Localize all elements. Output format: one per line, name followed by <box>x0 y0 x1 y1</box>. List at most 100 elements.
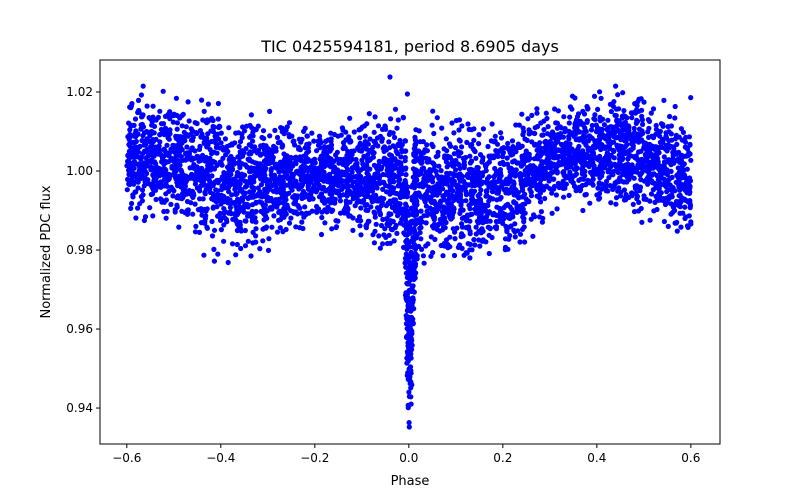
data-point <box>214 131 221 137</box>
data-point <box>356 214 363 220</box>
data-point <box>610 126 616 132</box>
data-point <box>599 173 605 179</box>
data-point <box>529 165 535 171</box>
data-point <box>201 108 207 114</box>
data-point <box>467 153 473 159</box>
data-point <box>612 112 618 118</box>
data-point <box>664 171 671 178</box>
data-point <box>631 175 637 181</box>
data-point <box>153 196 159 203</box>
data-point <box>665 223 671 229</box>
data-point <box>309 208 315 214</box>
data-point <box>585 106 591 112</box>
data-point <box>423 220 429 226</box>
data-point <box>575 128 581 134</box>
data-point <box>202 220 208 226</box>
data-point <box>347 199 353 205</box>
data-point <box>591 93 598 99</box>
data-point <box>213 140 219 146</box>
data-point <box>579 121 586 127</box>
data-point <box>252 209 258 215</box>
data-point <box>258 143 264 149</box>
data-point <box>619 122 626 128</box>
data-point <box>395 159 401 165</box>
data-point <box>629 115 635 121</box>
data-point <box>386 222 392 229</box>
data-point <box>652 157 658 163</box>
data-point <box>190 194 196 200</box>
data-point <box>174 126 180 132</box>
data-point <box>469 198 475 204</box>
data-point <box>186 118 192 124</box>
data-point <box>441 224 447 230</box>
data-point <box>235 154 241 160</box>
data-point <box>332 200 338 206</box>
data-point <box>234 227 240 234</box>
data-point <box>491 210 497 217</box>
data-point <box>371 129 377 135</box>
data-point <box>677 204 683 210</box>
data-point <box>333 224 340 230</box>
data-point <box>242 178 248 184</box>
data-point <box>217 159 223 165</box>
data-point <box>174 150 180 156</box>
data-point <box>218 196 224 203</box>
data-point <box>370 144 376 150</box>
data-point <box>173 133 179 139</box>
data-point <box>259 134 265 141</box>
data-point <box>237 139 244 145</box>
data-point <box>328 130 334 136</box>
data-point <box>363 223 369 229</box>
data-point <box>156 166 163 172</box>
data-point <box>269 166 275 172</box>
data-point <box>443 136 449 142</box>
data-point <box>486 232 492 238</box>
data-point <box>190 190 197 197</box>
data-point <box>522 201 528 207</box>
data-point <box>635 208 642 214</box>
data-point <box>439 174 445 180</box>
data-point <box>656 184 662 190</box>
data-point <box>476 132 482 138</box>
data-point <box>245 156 251 162</box>
data-point <box>157 132 163 138</box>
data-point <box>241 203 247 209</box>
data-point <box>376 206 382 212</box>
data-point <box>200 196 206 202</box>
data-point <box>590 176 596 182</box>
data-point <box>321 171 327 177</box>
data-point <box>479 159 485 165</box>
data-point <box>486 174 492 180</box>
data-point <box>226 166 232 172</box>
data-point <box>540 132 546 138</box>
data-point <box>478 199 484 205</box>
data-point <box>328 136 334 142</box>
data-point <box>313 189 319 195</box>
data-point <box>671 160 677 166</box>
data-point <box>239 197 246 203</box>
x-axis-label: Phase <box>391 474 430 489</box>
data-point <box>140 83 146 89</box>
data-point <box>525 116 531 122</box>
data-point <box>587 159 593 165</box>
data-point <box>404 243 410 249</box>
data-point <box>652 146 658 152</box>
data-point <box>294 211 301 217</box>
data-point <box>538 120 544 126</box>
data-point <box>288 166 294 172</box>
data-point <box>233 178 239 184</box>
data-point <box>678 153 684 160</box>
data-point <box>593 129 600 135</box>
data-point <box>217 192 223 199</box>
data-point <box>281 151 287 157</box>
data-point <box>466 167 472 173</box>
data-point <box>319 214 325 221</box>
data-point <box>283 182 289 188</box>
data-point <box>252 144 258 150</box>
data-point <box>255 191 261 197</box>
data-point <box>688 157 694 163</box>
data-point <box>371 184 377 190</box>
data-point <box>607 132 614 138</box>
data-point <box>318 231 325 238</box>
data-point <box>501 161 507 167</box>
